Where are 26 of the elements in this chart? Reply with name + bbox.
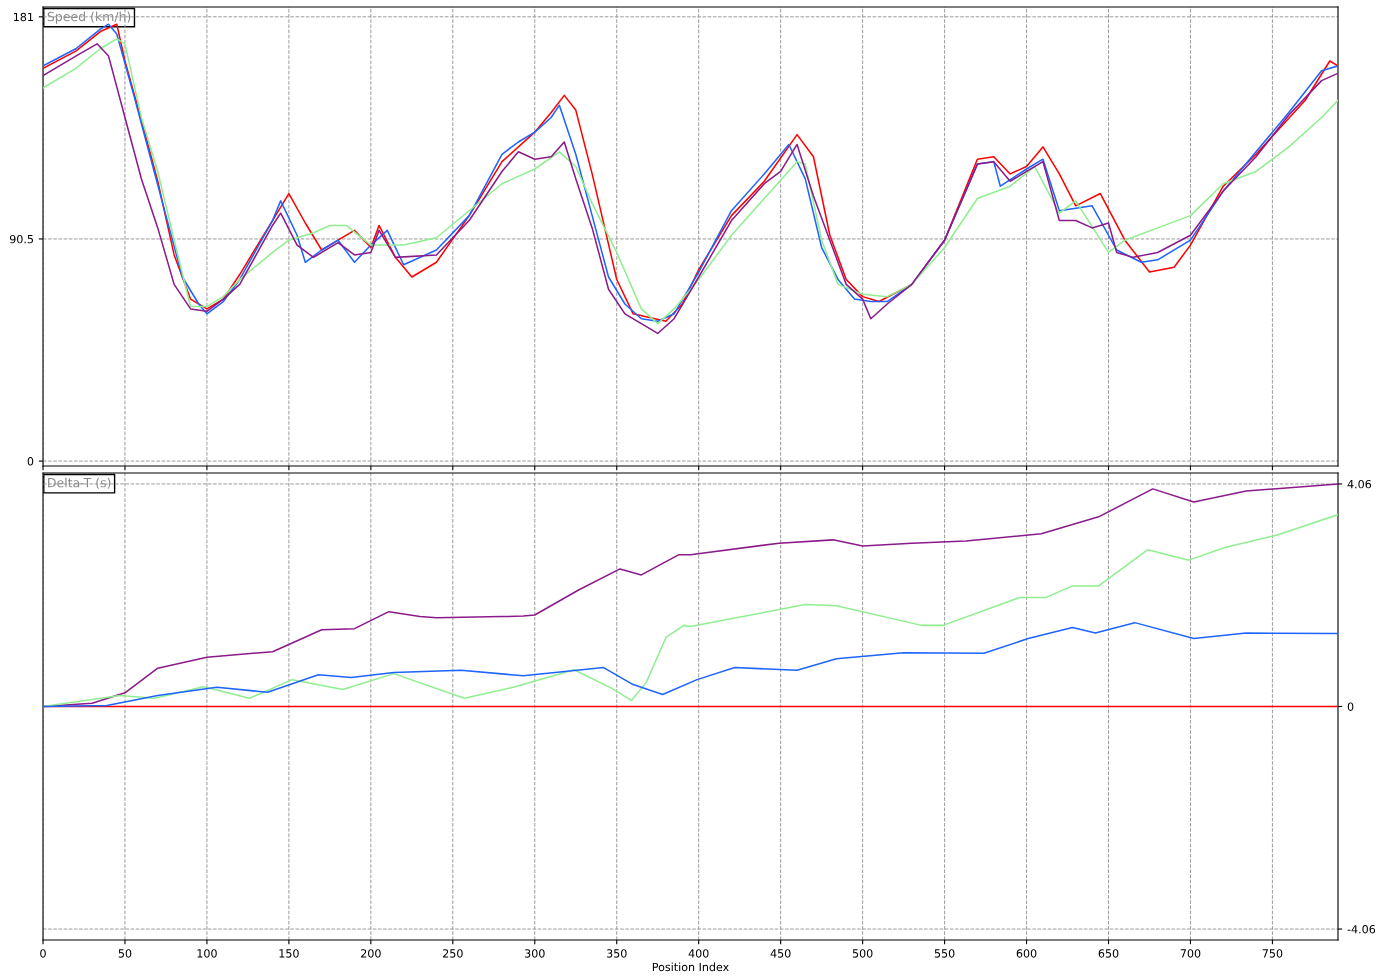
y-axis-title: Speed (km/h) bbox=[47, 11, 131, 24]
line-series bbox=[43, 621, 1338, 708]
x-tick-label: 550 bbox=[934, 949, 955, 958]
x-tick-label: 200 bbox=[361, 949, 381, 958]
x-tick-label: 400 bbox=[688, 949, 709, 958]
x-axis-title: Position Index bbox=[652, 962, 729, 972]
y-tick-label: -4.06 bbox=[1347, 925, 1376, 934]
x-tick-label: 500 bbox=[852, 949, 873, 958]
y-axis-title: Delta-T (s) bbox=[48, 477, 111, 489]
y-tick-label: 90.5 bbox=[9, 234, 33, 244]
x-tick-label: 650 bbox=[1098, 949, 1119, 958]
y-tick-label: 0 bbox=[1347, 702, 1354, 711]
y-tick-label: 4.06 bbox=[1347, 479, 1372, 489]
x-tick-label: 0 bbox=[40, 949, 46, 958]
x-tick-label: 700 bbox=[1180, 949, 1201, 958]
x-tick-label: 450 bbox=[770, 949, 791, 958]
x-tick-label: 50 bbox=[118, 949, 132, 958]
y-tick-label: 181 bbox=[13, 12, 33, 22]
x-tick-label: 350 bbox=[606, 949, 627, 958]
x-tick-label: 250 bbox=[443, 949, 463, 958]
y-tick-label: 0 bbox=[27, 457, 34, 466]
x-tick-label: 750 bbox=[1262, 949, 1283, 958]
x-tick-label: 300 bbox=[525, 949, 545, 958]
x-tick-label: 600 bbox=[1016, 949, 1037, 958]
x-tick-label: 100 bbox=[197, 949, 217, 958]
x-tick-label: 150 bbox=[279, 949, 299, 958]
